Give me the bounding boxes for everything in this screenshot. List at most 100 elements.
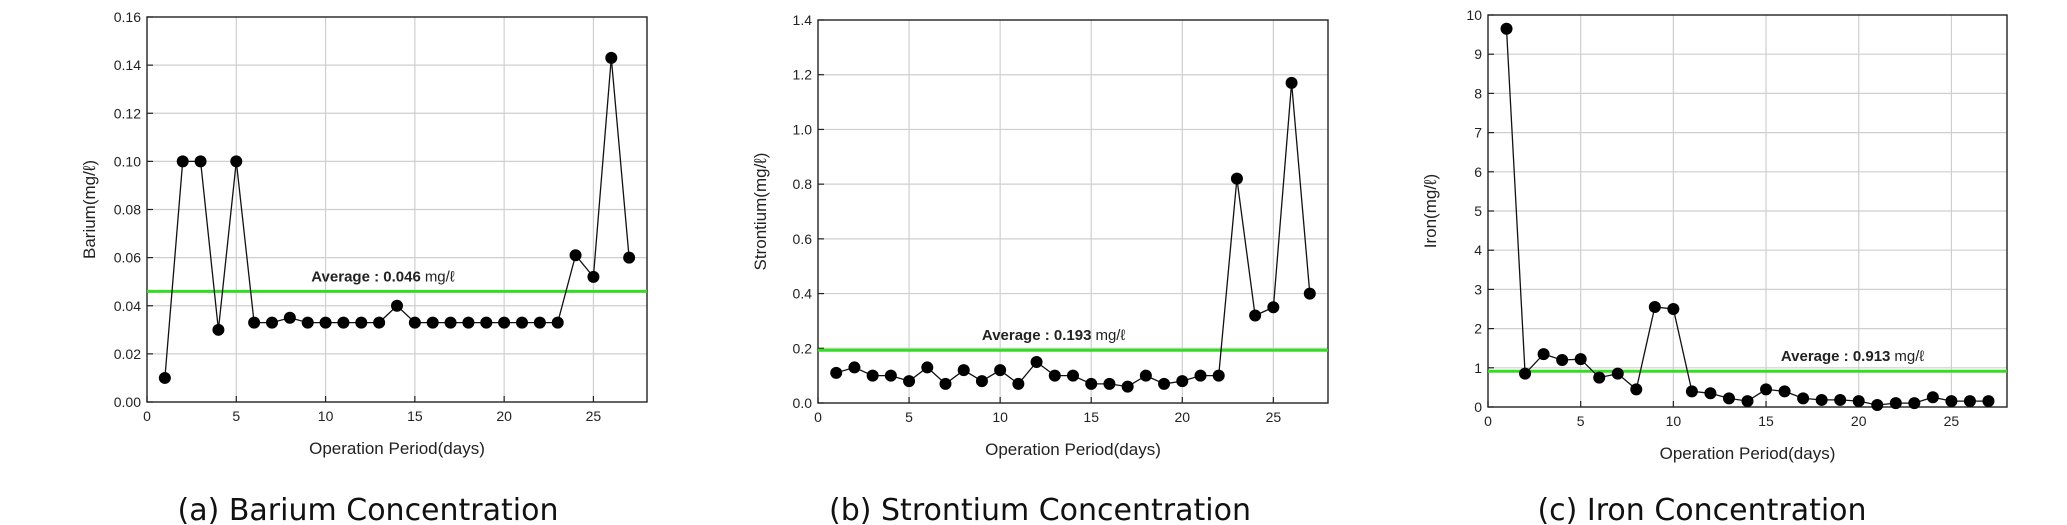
x-tick-label: 15 [1758, 413, 1774, 429]
x-tick-label: 25 [586, 408, 602, 424]
data-point [408, 316, 421, 329]
data-point [551, 316, 564, 329]
data-point [176, 155, 189, 168]
data-point [480, 316, 493, 329]
x-tick-label: 25 [1944, 413, 1960, 429]
data-point [1212, 369, 1225, 382]
data-point [1103, 377, 1116, 390]
data-point [248, 316, 261, 329]
data-point [1871, 399, 1884, 412]
data-point [1722, 392, 1735, 405]
y-tick-label: 1.0 [793, 121, 813, 137]
data-point [848, 361, 861, 374]
data-point [587, 270, 600, 283]
y-tick-label: 0.04 [114, 298, 141, 314]
average-prefix: Average : [1781, 348, 1853, 365]
data-point [1797, 392, 1810, 405]
x-tick-label: 25 [1266, 409, 1282, 425]
data-point [866, 369, 879, 382]
x-tick-label: 0 [143, 408, 151, 424]
data-point [623, 251, 636, 264]
y-tick-label: 0.10 [114, 153, 141, 169]
y-tick-label: 2 [1474, 321, 1482, 337]
data-point [569, 249, 582, 262]
data-point [921, 361, 934, 374]
data-point [391, 299, 403, 312]
y-tick-label: 1.4 [793, 12, 813, 28]
data-point [426, 316, 439, 329]
data-point [301, 316, 314, 329]
data-point [1067, 369, 1079, 382]
x-tick-label: 20 [1851, 413, 1867, 429]
data-point [1852, 395, 1865, 408]
x-tick-label: 10 [318, 408, 334, 424]
y-tick-label: 0.8 [793, 176, 813, 192]
y-tick-label: 3 [1474, 281, 1482, 297]
data-point [1121, 380, 1134, 393]
data-point [1012, 377, 1025, 390]
data-point [266, 316, 278, 329]
data-point [1285, 76, 1298, 89]
y-tick-label: 0.0 [793, 395, 813, 411]
data-point [444, 316, 457, 329]
panel-caption: (c) Iron Concentration [1537, 493, 1866, 525]
y-tick-label: 0.4 [793, 286, 813, 302]
y-tick-label: 0 [1474, 399, 1482, 415]
average-label: Average : 0.913 mg/ℓ [1781, 348, 1925, 365]
y-tick-label: 0.00 [114, 394, 141, 410]
y-tick-label: 5 [1474, 203, 1482, 219]
x-tick-label: 10 [992, 409, 1008, 425]
data-point [957, 364, 970, 377]
x-tick-label: 0 [814, 409, 822, 425]
average-label: Average : 0.046 mg/ℓ [311, 268, 455, 285]
average-label: Average : 0.193 mg/ℓ [982, 327, 1126, 344]
data-point [1249, 309, 1262, 322]
data-point [1194, 369, 1207, 382]
data-point [337, 316, 350, 329]
series-line [164, 57, 630, 378]
data-point [605, 51, 618, 64]
chart-panel-1: 0 5 10 15 20 25 0.00 0.02 0.04 0.06 0.08 0.10 0.12 0.… [80, 9, 648, 525]
data-point [994, 364, 1007, 377]
data-point [1176, 375, 1189, 388]
data-point [158, 371, 171, 384]
y-axis-label: Strontium(mg/ℓ) [751, 153, 770, 271]
data-point [1574, 353, 1587, 366]
y-tick-label: 4 [1474, 242, 1482, 258]
x-tick-label: 5 [905, 409, 913, 425]
data-point [1630, 383, 1643, 396]
data-point [1945, 395, 1958, 408]
plot-frame [817, 19, 1329, 404]
x-tick-label: 20 [1174, 409, 1190, 425]
data-point [1741, 395, 1754, 408]
y-tick-label: 0.2 [793, 340, 813, 356]
data-point [1500, 22, 1513, 35]
average-value: 0.913 [1853, 348, 1891, 365]
y-tick-label: 0.14 [114, 57, 141, 73]
data-point [1267, 301, 1280, 314]
y-tick-label: 1 [1474, 360, 1482, 376]
data-point [373, 316, 386, 329]
data-point [1139, 369, 1152, 382]
x-tick-label: 0 [1484, 413, 1492, 429]
data-point [212, 323, 225, 336]
data-point [230, 155, 243, 168]
y-tick-label: 6 [1474, 164, 1482, 180]
x-axis-label: Operation Period(days) [1660, 444, 1836, 463]
data-point [1519, 367, 1532, 380]
average-prefix: Average : [982, 327, 1054, 344]
data-point [516, 316, 528, 329]
data-point [1048, 369, 1061, 382]
data-point [498, 316, 511, 329]
data-point [1834, 393, 1847, 406]
average-unit: mg/ℓ [1095, 327, 1125, 344]
x-tick-label: 15 [407, 408, 423, 424]
x-axis-label: Operation Period(days) [985, 440, 1161, 459]
data-point [1303, 287, 1316, 300]
data-point [1230, 172, 1243, 185]
panel-caption: (b) Strontium Concentration [829, 493, 1251, 525]
data-point [194, 155, 207, 168]
data-point [1778, 385, 1791, 398]
y-tick-label: 1.2 [793, 67, 813, 83]
